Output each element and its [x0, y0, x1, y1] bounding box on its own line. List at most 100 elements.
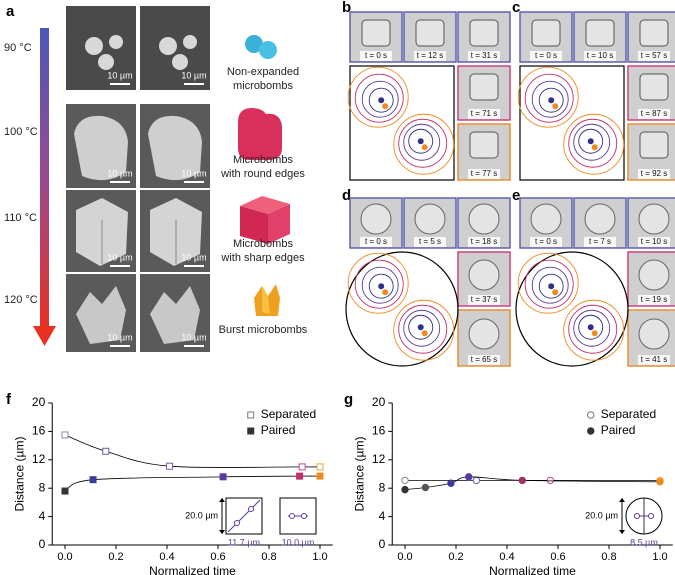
time-label-bg	[638, 295, 670, 305]
trajectory-circle	[578, 128, 604, 154]
time-label-bg	[468, 169, 500, 179]
inset-dot	[301, 513, 307, 519]
trajectory-frame	[515, 251, 629, 367]
inset-label: 20.0 µm	[185, 510, 218, 520]
y-tick-label: 4	[39, 509, 46, 523]
trend-line	[64, 475, 321, 492]
trajectory-circle	[531, 266, 569, 304]
time-label: t = 0 s	[365, 237, 387, 246]
trajectory-dot	[421, 330, 428, 337]
microbomb-label: Microbombs	[233, 154, 293, 166]
x-tick-label: 0.2	[448, 551, 463, 563]
legend-marker	[247, 427, 255, 435]
data-point	[89, 476, 97, 484]
data-point	[401, 476, 409, 485]
trajectory-circle	[563, 299, 625, 361]
trajectory-circle	[578, 314, 604, 340]
microbomb-outline	[638, 203, 670, 235]
trajectory-dot	[591, 330, 598, 337]
microbomb-outline	[638, 318, 670, 350]
sem-particle	[85, 37, 103, 55]
sem-particle	[109, 35, 123, 49]
time-label: t = 5 s	[419, 237, 441, 246]
time-label: t = 12 s	[417, 51, 443, 60]
data-point	[102, 447, 110, 455]
microbomb-outline	[468, 203, 500, 235]
trajectory-dot	[587, 324, 594, 331]
inset-dot	[289, 513, 295, 519]
data-point	[656, 478, 664, 486]
data-point	[401, 485, 409, 494]
x-axis-label: Normalized time	[149, 564, 236, 575]
x-tick-label: 0.8	[601, 551, 616, 563]
inset-arrowhead	[619, 498, 625, 502]
data-point	[61, 431, 69, 439]
microbomb-outline	[584, 203, 616, 235]
trajectory-circle	[408, 314, 434, 340]
y-tick-label: 8	[39, 480, 46, 494]
trajectory-circle	[568, 118, 618, 168]
trajectory-frame	[345, 251, 459, 367]
icon-cube	[240, 196, 290, 244]
y-tick-label: 8	[379, 480, 386, 494]
data-point	[298, 463, 306, 471]
inset-arrowhead	[619, 530, 625, 534]
sem-particle	[148, 115, 202, 181]
trajectory-circle	[538, 87, 564, 113]
inset-label: 8.5 µm	[630, 537, 658, 547]
trajectory-circle	[524, 259, 574, 309]
time-label: t = 7 s	[589, 237, 611, 246]
sem-particle	[150, 286, 200, 344]
sem-particle	[98, 54, 114, 70]
panel-label: c	[512, 0, 520, 16]
data-point	[61, 487, 69, 495]
temperature-label: 110 °C	[4, 212, 37, 224]
sem-particle	[76, 286, 126, 344]
panel-label: f	[6, 391, 12, 408]
trajectory-dot	[378, 283, 385, 290]
microbomb-outline	[530, 203, 562, 235]
trajectory-circle	[568, 304, 618, 354]
data-point	[166, 462, 174, 470]
sem-particle	[159, 37, 177, 55]
trajectory-circle	[361, 266, 399, 304]
microbomb-outline	[469, 73, 499, 101]
trajectory-dot	[417, 324, 424, 331]
microbomb-outline	[585, 19, 615, 47]
trajectory-dot	[548, 283, 555, 290]
trajectory-circle	[368, 87, 394, 113]
inset-diagonal	[227, 499, 261, 533]
panel-label: d	[342, 187, 351, 204]
trajectory-circle	[361, 80, 399, 118]
time-label-bg	[638, 169, 670, 179]
time-label: t = 65 s	[471, 355, 497, 364]
trajectory-circle	[354, 259, 404, 309]
temperature-arrow	[40, 28, 49, 328]
microbomb-outline	[360, 203, 392, 235]
trajectory-circle	[354, 73, 404, 123]
time-label: t = 37 s	[471, 295, 497, 304]
legend-label: Separated	[601, 407, 656, 421]
inset-box	[225, 497, 263, 535]
trajectory-circle	[347, 66, 409, 128]
microbomb-outline	[469, 19, 499, 47]
trajectory-dot	[382, 103, 389, 110]
y-tick-label: 16	[372, 424, 386, 438]
legend-marker	[587, 411, 595, 419]
time-label: t = 19 s	[641, 295, 667, 304]
data-point	[518, 476, 526, 485]
trajectory-circle	[347, 252, 409, 314]
trajectory-dot	[552, 289, 559, 296]
inset-box	[279, 497, 317, 535]
data-point	[219, 473, 227, 481]
trajectory-circle	[563, 113, 625, 175]
microbomb-outline	[639, 19, 669, 47]
y-tick-label: 0	[379, 537, 386, 551]
scale-bar-label: 10 µm	[107, 70, 132, 80]
time-label-bg	[530, 51, 562, 61]
x-tick-label: 0.6	[550, 551, 565, 563]
trajectory-circle	[398, 304, 448, 354]
icon-round	[238, 108, 282, 160]
temperature-label: 90 °C	[4, 42, 32, 54]
